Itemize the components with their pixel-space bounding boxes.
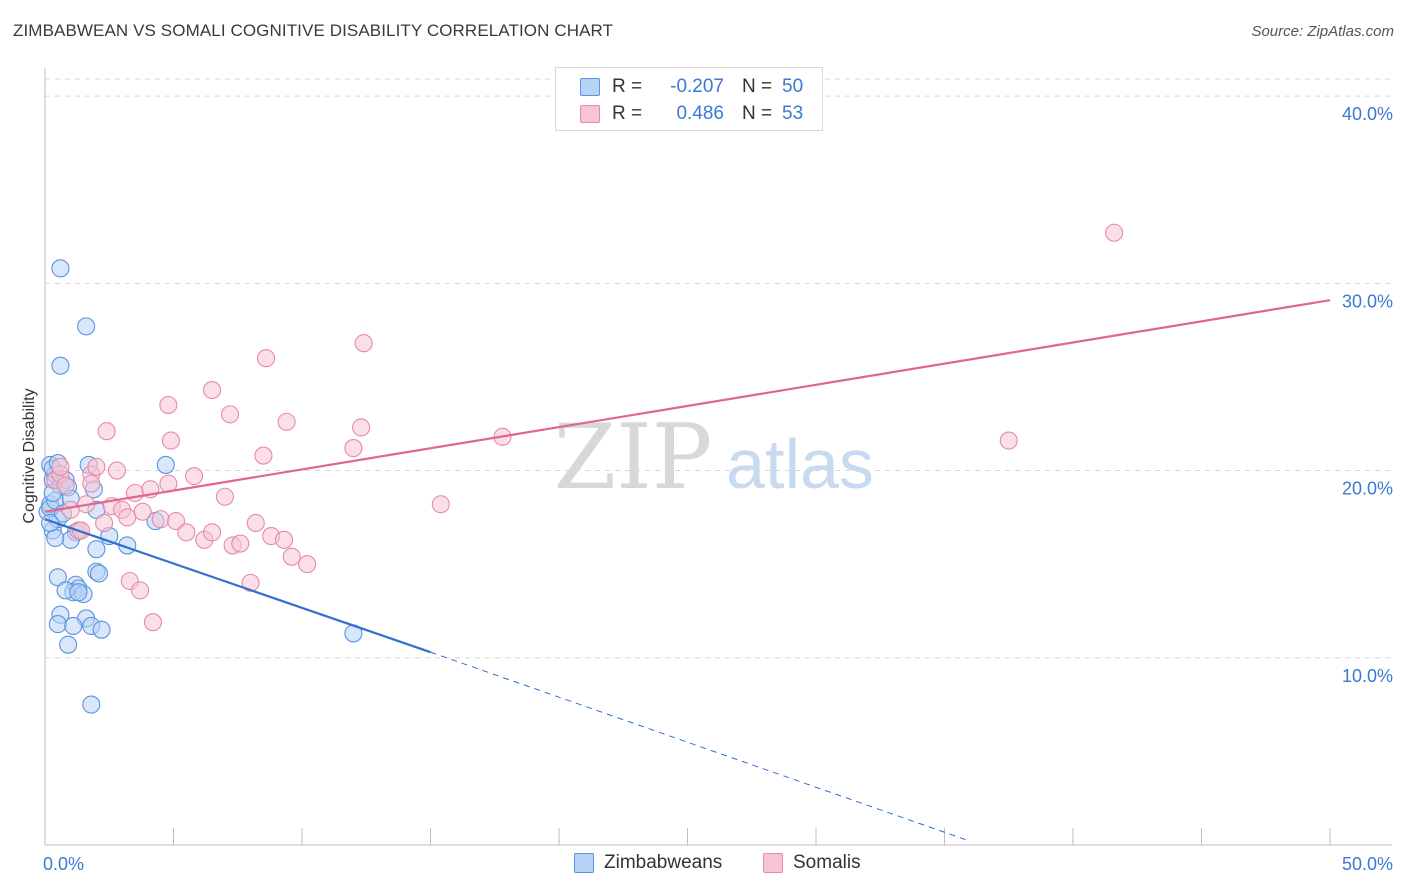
- point-somali: [220, 405, 240, 424]
- point-somali: [246, 513, 265, 533]
- point-somali: [185, 467, 204, 486]
- bottom-legend-label: Zimbabweans: [604, 852, 723, 873]
- point-somali: [354, 334, 373, 353]
- x-tick-label-max: 50.0%: [1342, 854, 1393, 874]
- point-somali: [298, 555, 317, 574]
- point-somali: [71, 521, 91, 540]
- point-somali: [231, 534, 250, 553]
- point-somali: [177, 523, 196, 542]
- point-somali: [82, 474, 101, 493]
- legend-n-value: 50: [782, 76, 804, 97]
- point-somali: [431, 495, 450, 514]
- point-zimbabwean: [77, 317, 96, 336]
- watermark-atlas: atlas: [726, 425, 874, 503]
- point-zimbabwean: [89, 564, 109, 583]
- point-somali: [51, 457, 70, 476]
- point-somali: [167, 512, 186, 531]
- point-somali: [215, 487, 234, 506]
- legend-r-label: R =: [612, 103, 643, 124]
- point-zimbabwean: [64, 616, 83, 635]
- point-somali: [352, 418, 371, 437]
- tick-labels: 10.0% 20.0% 30.0% 40.0% 0.0% 50.0%: [43, 104, 1393, 874]
- point-somali: [131, 581, 150, 600]
- point-somali: [161, 431, 180, 450]
- y-tick-label: 30.0%: [1342, 291, 1393, 311]
- point-zimbabwean: [82, 695, 101, 714]
- point-somali: [95, 513, 114, 533]
- y-tick-label: 40.0%: [1342, 104, 1393, 124]
- legend-r-value: 0.486: [676, 103, 724, 124]
- trend-line-zimbabweans-extrapolated: [430, 651, 971, 842]
- point-zimbabwean: [92, 620, 111, 639]
- legend: R = -0.207 N = 50 R = 0.486 N = 53: [555, 67, 823, 131]
- point-somali: [999, 431, 1018, 450]
- point-somali: [203, 380, 222, 400]
- point-somali: [254, 446, 273, 465]
- legend-swatch-pink: [580, 105, 600, 123]
- point-somali: [277, 412, 296, 431]
- legend-row-zimbabweans: R = -0.207 N = 50: [580, 74, 803, 100]
- chart-title: ZIMBABWEAN VS SOMALI COGNITIVE DISABILIT…: [13, 21, 614, 40]
- bottom-legend-label: Somalis: [793, 852, 861, 873]
- point-somali: [151, 510, 170, 529]
- series-somalis: [46, 223, 1124, 632]
- legend-r-value: -0.207: [670, 76, 724, 97]
- point-somali: [274, 530, 294, 549]
- grid-lines: [45, 78, 1392, 659]
- point-zimbabwean: [46, 528, 65, 547]
- legend-n-value: 53: [782, 103, 804, 124]
- y-tick-label: 20.0%: [1342, 479, 1393, 499]
- point-somali: [56, 476, 75, 495]
- y-axis-label: Cognitive Disability: [21, 388, 38, 523]
- trend-line-zimbabweans: [44, 518, 431, 654]
- axes: [44, 68, 1392, 846]
- bottom-legend-swatch-blue: [574, 853, 594, 873]
- point-somali: [241, 573, 260, 592]
- legend-swatch-blue: [580, 78, 600, 96]
- point-zimbabwean: [69, 583, 88, 602]
- point-zimbabwean: [59, 635, 78, 654]
- source-label: Source: ZipAtlas.com: [1251, 23, 1394, 40]
- point-zimbabwean: [156, 455, 175, 474]
- point-somali: [203, 523, 222, 542]
- point-somali: [97, 422, 116, 441]
- point-somali: [282, 547, 301, 566]
- x-tick-label-min: 0.0%: [43, 854, 84, 874]
- point-somali: [344, 439, 363, 458]
- point-somali: [107, 461, 127, 480]
- y-tick-label: 10.0%: [1342, 666, 1393, 686]
- point-somali: [61, 500, 80, 519]
- point-somali: [87, 457, 106, 476]
- bottom-legend-zimbabweans: Zimbabweans: [574, 852, 722, 874]
- watermark-zip: ZIP: [554, 405, 713, 510]
- bottom-legend-swatch-pink: [763, 853, 783, 873]
- trend-line-somalis: [44, 299, 1331, 513]
- point-somali: [133, 502, 152, 521]
- point-somali: [143, 613, 162, 632]
- legend-n-label: N =: [742, 76, 773, 97]
- point-zimbabwean: [51, 356, 70, 375]
- point-zimbabwean: [87, 540, 106, 559]
- point-somali: [159, 395, 178, 415]
- legend-row-somalis: R = 0.486 N = 53: [580, 101, 803, 127]
- legend-n-label: N =: [742, 103, 773, 124]
- point-somali: [1105, 223, 1124, 242]
- point-somali: [118, 508, 137, 527]
- legend-r-label: R =: [612, 76, 643, 97]
- point-zimbabwean: [48, 615, 67, 634]
- trend-lines: [44, 299, 1331, 842]
- point-somali: [256, 349, 276, 368]
- bottom-legend-somalis: Somalis: [763, 852, 861, 874]
- point-zimbabwean: [51, 259, 70, 278]
- watermark: ZIP atlas: [554, 405, 874, 510]
